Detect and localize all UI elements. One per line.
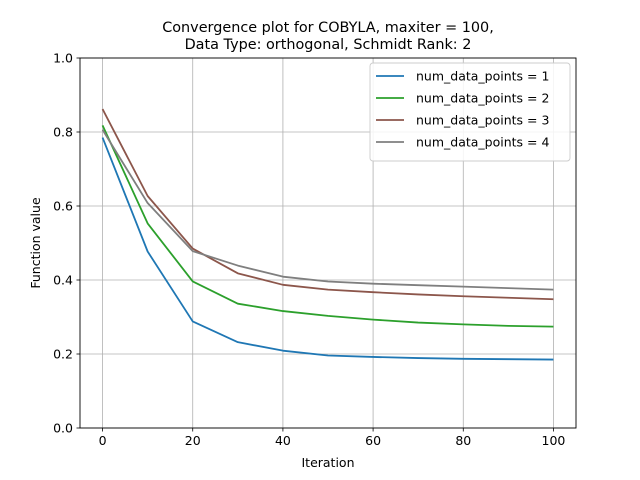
legend-label-3: num_data_points = 3 xyxy=(416,113,549,128)
series-line-3 xyxy=(101,108,554,301)
y-tick-label: 1.0 xyxy=(53,51,73,66)
axis-ticks: 0 20 40 60 80 100 0.0 0.2 0.4 0.6 0.8 1.0 xyxy=(53,51,565,449)
y-tick-label: 0.6 xyxy=(53,199,73,214)
chart-title-line2: Data Type: orthogonal, Schmidt Rank: 2 xyxy=(185,37,472,53)
x-tick-label: 60 xyxy=(365,433,381,448)
x-tick-label: 80 xyxy=(455,433,471,448)
legend-box xyxy=(369,62,571,162)
y-tick-label: 0.8 xyxy=(53,125,73,140)
x-axis-label: Iteration xyxy=(301,455,354,470)
series-line-1 xyxy=(101,137,554,361)
y-tick-label: 0.2 xyxy=(53,347,73,362)
legend-label-4: num_data_points = 4 xyxy=(416,135,549,150)
plot-area-frame xyxy=(79,57,577,429)
series-lines xyxy=(101,108,554,361)
y-tick-label: 0.0 xyxy=(53,421,73,436)
chart-title-line1: Convergence plot for COBYLA, maxiter = 1… xyxy=(162,20,494,36)
y-axis-label: Function value xyxy=(28,197,43,289)
x-tick-label: 0 xyxy=(99,433,107,448)
legend-label-2: num_data_points = 2 xyxy=(416,91,549,106)
series-line-2 xyxy=(101,124,554,328)
legend: num_data_points = 1 num_data_points = 2 nu… xyxy=(369,62,571,162)
x-tick-label: 100 xyxy=(542,433,566,448)
series-line-4 xyxy=(101,129,554,291)
legend-label-1: num_data_points = 1 xyxy=(416,69,549,84)
y-tick-label: 0.4 xyxy=(53,273,73,288)
x-tick-label: 20 xyxy=(185,433,201,448)
x-tick-label: 40 xyxy=(275,433,291,448)
